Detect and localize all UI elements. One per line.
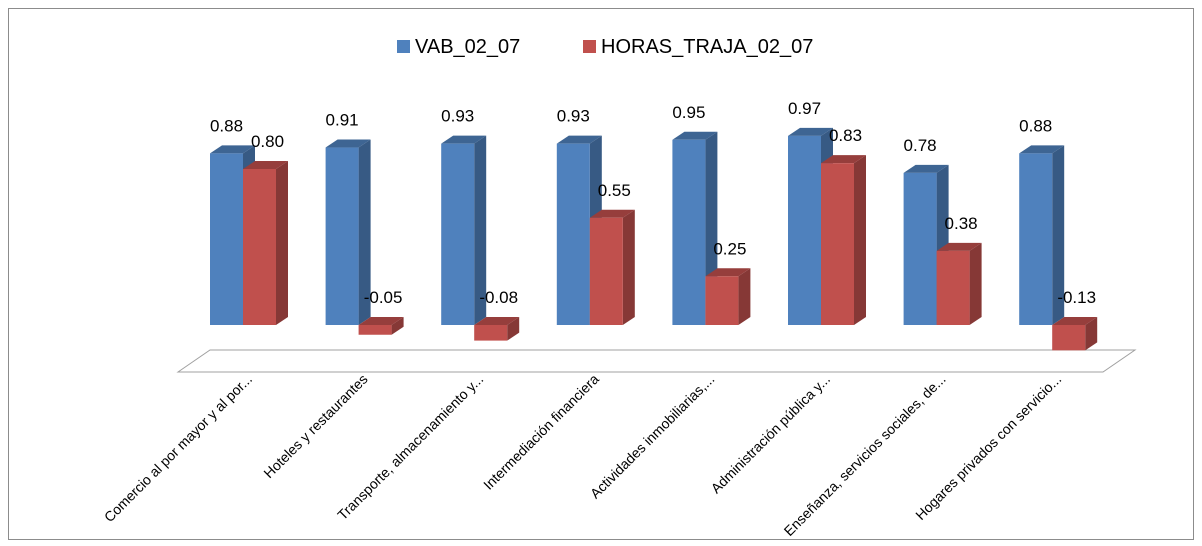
bar — [1052, 325, 1086, 351]
bar-top — [1019, 145, 1065, 154]
bar — [325, 147, 359, 325]
data-label: 0.88 — [210, 116, 243, 135]
data-label: -0.05 — [364, 288, 403, 307]
bar-top — [903, 164, 949, 173]
data-label: -0.08 — [479, 288, 518, 307]
data-label: 0.93 — [441, 107, 474, 126]
bar-side — [1085, 317, 1098, 351]
bar-side — [507, 317, 520, 341]
bar — [788, 135, 821, 325]
bar-side — [358, 139, 371, 325]
bar — [705, 276, 739, 325]
bar — [903, 172, 937, 325]
bar-side — [1052, 145, 1065, 325]
data-label: 0.80 — [251, 132, 284, 151]
bar-side — [622, 209, 635, 325]
bar-top — [556, 135, 602, 144]
legend-swatch — [397, 40, 410, 53]
data-label: 0.38 — [945, 214, 978, 233]
legend-label: VAB_02_07 — [415, 36, 520, 58]
bar — [556, 143, 590, 325]
bar — [474, 325, 508, 341]
bar — [358, 325, 392, 335]
bar-side — [854, 155, 866, 325]
legend-swatch — [583, 40, 596, 53]
bar-top — [672, 131, 718, 140]
bar — [589, 217, 623, 325]
bar — [821, 163, 854, 325]
bar-side — [391, 317, 404, 335]
bar — [1019, 153, 1053, 325]
bar-side — [969, 242, 982, 325]
bar-top — [441, 135, 487, 144]
bar-top — [243, 161, 288, 169]
bar — [243, 169, 276, 325]
bar-top — [821, 155, 866, 164]
bar — [441, 143, 475, 325]
data-label: 0.91 — [326, 111, 359, 130]
bar-top — [325, 139, 371, 148]
data-label: 0.78 — [904, 136, 937, 155]
floor — [176, 349, 1137, 373]
legend-label: HORAS_TRAJA_02_07 — [601, 36, 813, 58]
bar-side — [474, 135, 487, 325]
bar-side — [738, 268, 751, 325]
bar-top — [358, 317, 404, 325]
bar-top — [1052, 317, 1098, 325]
data-label: 0.25 — [713, 239, 746, 258]
data-label: 0.83 — [829, 126, 862, 145]
data-label: 0.97 — [788, 99, 821, 118]
bar — [936, 250, 970, 325]
bar-side — [276, 161, 288, 325]
data-label: 0.55 — [598, 181, 631, 200]
data-label: 0.95 — [672, 103, 705, 122]
data-label: 0.93 — [557, 107, 590, 126]
bar-top — [474, 317, 520, 325]
bar-top — [589, 209, 635, 218]
data-label: -0.13 — [1057, 288, 1096, 307]
bar-top — [936, 242, 982, 251]
bar-top — [788, 127, 833, 136]
bar — [672, 139, 706, 325]
bar — [210, 153, 243, 325]
data-label: 0.88 — [1019, 116, 1052, 135]
bar-top — [705, 268, 751, 277]
bar-top — [210, 145, 255, 154]
